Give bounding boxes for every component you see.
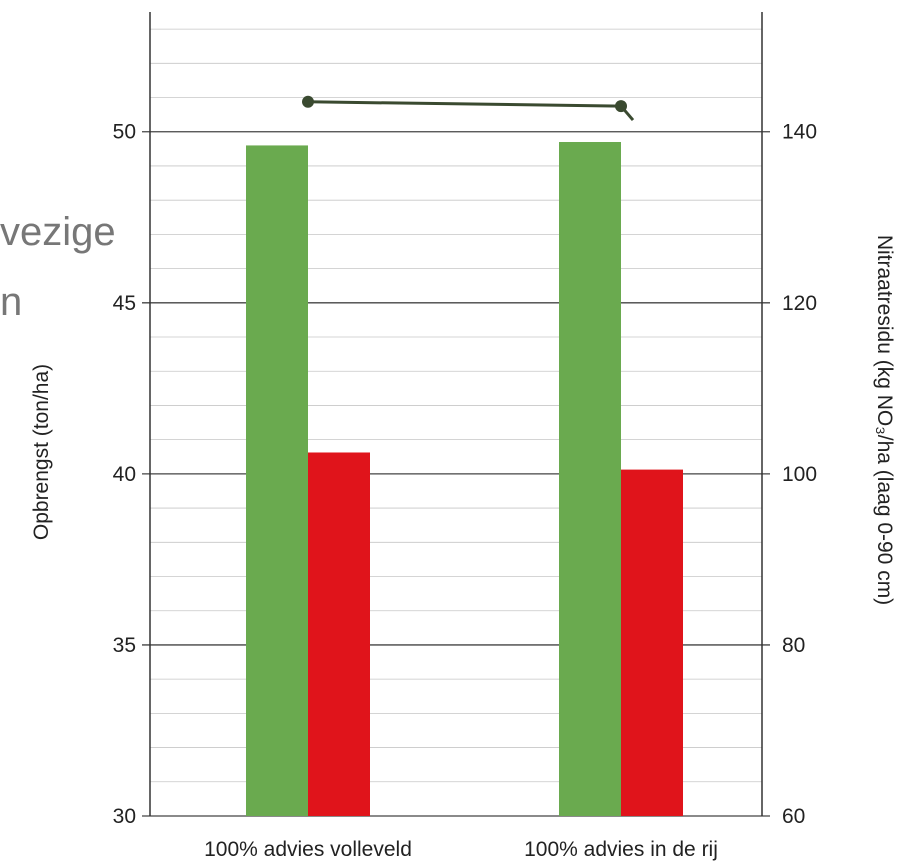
y-tick-label: 40 xyxy=(113,463,136,486)
bars xyxy=(246,142,683,816)
y-tick-label: 35 xyxy=(113,634,136,657)
axes xyxy=(149,12,763,816)
nitrate-line-segment xyxy=(307,100,622,108)
bar-nitrate xyxy=(621,469,683,816)
y2-tick-label: 100 xyxy=(782,463,817,486)
category-label: 100% advies volleveld xyxy=(204,838,412,861)
nitrate-point xyxy=(615,100,627,113)
overlay-text-1: vezige xyxy=(0,210,116,254)
y2-axis-title: Nitraatresidu (kg NO₃/ha (laag 0-90 cm) xyxy=(873,235,896,605)
category-labels: 100% advies volleveld 100% advies in de r… xyxy=(204,838,718,861)
y-tick-label: 45 xyxy=(113,292,136,315)
y2-tick-label: 120 xyxy=(782,292,817,315)
y-tick-label: 50 xyxy=(113,121,136,144)
y2-tick-label: 80 xyxy=(782,634,805,657)
y2-tick-label: 140 xyxy=(782,121,817,144)
overlay-text-2: n xyxy=(0,280,23,324)
y-axis-title: Opbrengst (ton/ha) xyxy=(30,364,53,540)
bar-nitrate xyxy=(308,452,370,816)
bar-yield xyxy=(559,142,621,816)
bar-yield xyxy=(246,145,308,816)
nitrate-point xyxy=(302,95,314,108)
y-tick-label: 30 xyxy=(113,805,136,828)
right-tick-labels: 60 80 100 120 140 xyxy=(782,121,817,828)
category-label: 100% advies in de rij xyxy=(524,838,718,861)
left-tick-labels: 30 35 40 45 50 xyxy=(113,121,136,828)
nitrate-line xyxy=(302,95,635,122)
y2-tick-label: 60 xyxy=(782,805,805,828)
